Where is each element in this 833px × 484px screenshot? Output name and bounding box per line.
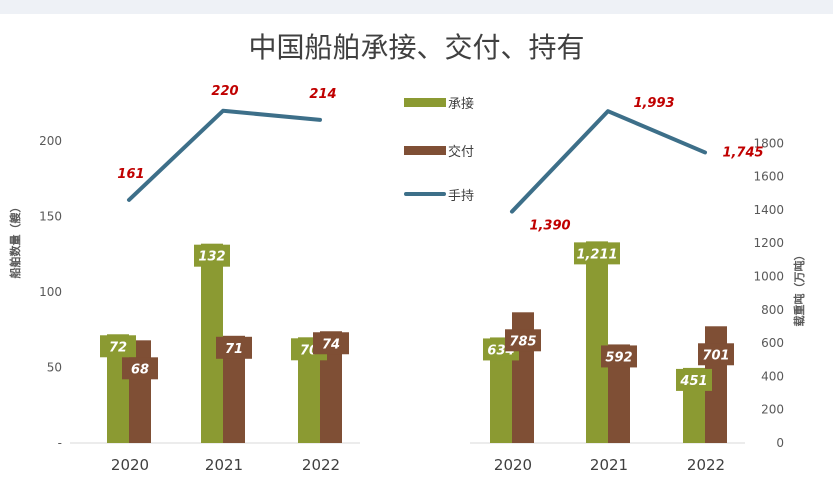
chart-title: 中国船舶承接、交付、持有	[248, 31, 585, 64]
line-label-hold-0-1: 220	[211, 84, 238, 99]
bar-deliver-0-1	[223, 335, 245, 443]
line-label-hold-1-2: 1,745	[722, 145, 763, 160]
bar-label-deliver-0-1: 71	[225, 342, 243, 357]
y-tick-label-1-3: 600	[761, 336, 784, 350]
y-tick-label-1-1: 200	[761, 403, 784, 417]
y-tick-label-1-7: 1400	[753, 203, 784, 217]
legend-line-hold	[404, 192, 446, 196]
bar-label-accept-1-2: 451	[679, 374, 707, 389]
bar-label-box-accept-1-2	[676, 368, 712, 391]
line-hold-0	[127, 108, 322, 202]
y-tick-label-1-9: 1800	[753, 136, 784, 150]
legend-label-hold: 手持	[448, 189, 475, 204]
bar-label-box-deliver-1-0	[505, 329, 541, 352]
bar-label-accept-0-1: 132	[198, 250, 225, 265]
x-tick-label-1-1: 2021	[590, 456, 628, 474]
legend-item-accept: 承接	[404, 92, 544, 112]
bar-label-box-deliver-0-1	[216, 336, 252, 359]
y-tick-label-1-2: 400	[761, 369, 784, 383]
y-tick-label-1-6: 1200	[753, 236, 784, 250]
bar-accept-0-1	[201, 243, 223, 443]
bar-label-deliver-1-2: 701	[702, 348, 729, 363]
y-tick-label-1-0: 0	[776, 436, 784, 450]
line-label-hold-1-0: 1,390	[529, 219, 570, 234]
x-tick-label-1-0: 2020	[494, 456, 532, 474]
legend-item-hold: 手持	[404, 184, 544, 204]
legend-label-accept: 承接	[448, 97, 475, 112]
bar-label-deliver-0-0: 68	[131, 362, 149, 377]
y-tick-label-1-8: 1600	[753, 170, 784, 184]
y-tick-label-1-4: 800	[761, 303, 784, 317]
y-tick-label-0-2: 100	[39, 285, 62, 299]
line-label-hold-0-0: 161	[117, 167, 144, 182]
y-tick-label-0-3: 150	[39, 210, 62, 224]
bar-label-accept-1-1: 1,211	[576, 247, 617, 262]
bar-label-box-accept-0-0	[100, 335, 136, 358]
legend-label-deliver: 交付	[448, 145, 475, 160]
top-band	[0, 0, 833, 14]
y-tick-label-0-4: 200	[39, 134, 62, 148]
x-tick-label-0-0: 2020	[111, 456, 149, 474]
bar-label-box-accept-0-1	[194, 244, 230, 267]
bar-deliver-1-1	[608, 344, 630, 443]
legend-swatch-accept	[404, 98, 446, 107]
line-label-hold-0-2: 214	[309, 87, 336, 102]
bar-accept-1-1	[586, 241, 608, 443]
bar-accept-0-2	[298, 337, 320, 443]
legend-item-deliver: 交付	[404, 140, 544, 160]
line-label-hold-1-1: 1,993	[633, 96, 674, 111]
bar-label-deliver-0-2: 74	[322, 337, 340, 352]
y-tick-label-0-1: 50	[47, 361, 62, 375]
x-tick-label-1-2: 2022	[687, 456, 725, 474]
bar-label-accept-0-0: 72	[109, 340, 127, 355]
bar-label-box-accept-1-1	[574, 242, 620, 265]
y-tick-label-1-5: 1000	[753, 270, 784, 284]
bar-accept-1-0	[490, 337, 512, 443]
bar-label-box-deliver-1-2	[698, 343, 734, 366]
bar-label-box-deliver-0-2	[313, 332, 349, 355]
bar-label-deliver-1-0: 785	[509, 334, 536, 349]
bar-label-box-deliver-1-1	[601, 345, 637, 368]
y-tick-label-0-0: -	[58, 436, 62, 450]
x-tick-label-0-1: 2021	[205, 456, 243, 474]
legend-swatch-deliver	[404, 146, 446, 155]
x-tick-label-0-2: 2022	[302, 456, 340, 474]
bar-label-box-deliver-0-0	[122, 357, 158, 380]
bar-label-deliver-1-1: 592	[605, 350, 632, 365]
